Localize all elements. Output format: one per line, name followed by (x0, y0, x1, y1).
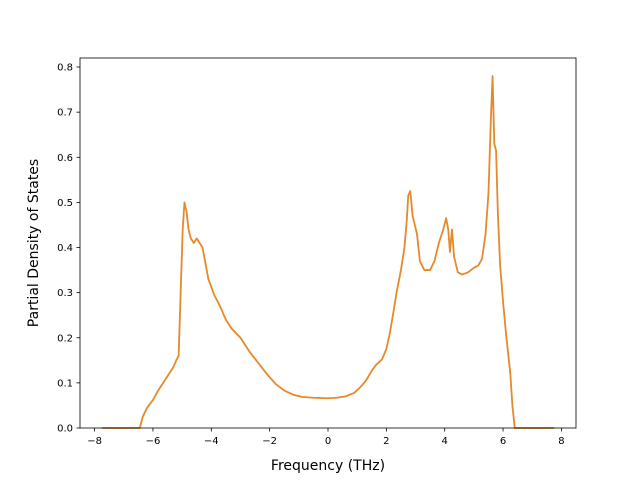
y-tick-label: 0.3 (57, 288, 73, 299)
series-layer (101, 75, 555, 429)
x-tick-label: 8 (558, 436, 564, 447)
x-tick-label: −2 (262, 436, 277, 447)
y-tick-label: 0.1 (57, 378, 73, 389)
y-tick-label: 0.4 (57, 243, 73, 254)
y-tick-label: 0.6 (57, 153, 73, 164)
y-tick-label: 0.2 (57, 333, 73, 344)
x-axis-label: Frequency (THz) (271, 458, 385, 474)
x-tick-label: −8 (87, 436, 102, 447)
x-tick-label: −4 (204, 436, 219, 447)
plot-area (80, 58, 576, 428)
x-ticks: −8 −6 −4 −2 0 2 4 6 8 (87, 428, 565, 447)
y-tick-label: 0.7 (57, 108, 73, 119)
x-tick-label: 4 (442, 436, 448, 447)
x-tick-label: 2 (383, 436, 389, 447)
series-line-0 (101, 75, 555, 429)
y-tick-label: 0.5 (57, 198, 73, 209)
x-tick-label: 6 (500, 436, 506, 447)
x-tick-label: 0 (325, 436, 331, 447)
y-tick-label: 0.8 (57, 63, 73, 74)
x-tick-label: −6 (146, 436, 161, 447)
y-ticks: 0.0 0.1 0.2 0.3 0.4 0.5 0.6 0.7 0.8 (57, 63, 80, 435)
y-tick-label: 0.0 (57, 424, 73, 435)
y-axis-label: Partial Density of States (26, 159, 42, 327)
